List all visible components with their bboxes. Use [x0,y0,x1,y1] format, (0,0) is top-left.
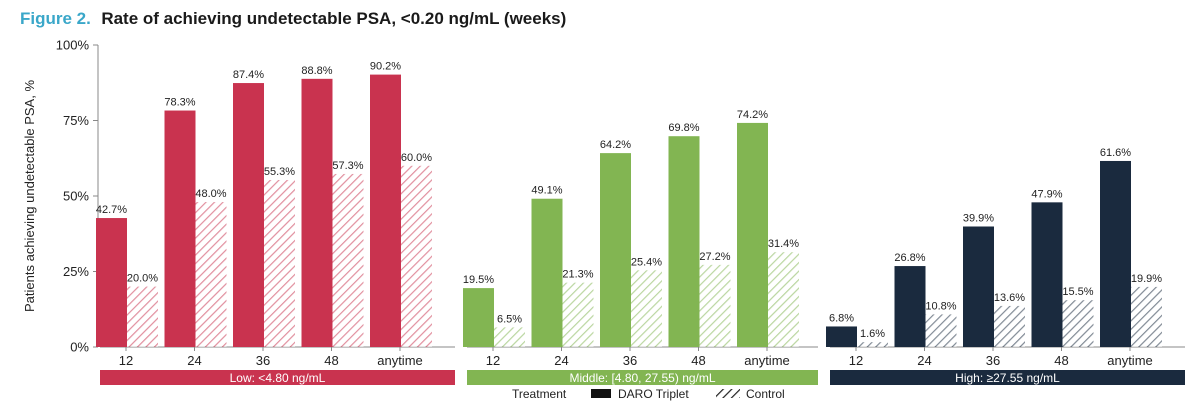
y-tick-label: 100% [56,38,90,53]
data-label-daro: 6.8% [829,312,854,324]
x-category-label: anytime [744,353,790,368]
bar-daro [600,153,631,347]
bar-daro [233,83,264,347]
legend: Treatment DARO Triplet Control [512,387,785,401]
data-label-control: 31.4% [768,238,799,250]
x-category-label: anytime [377,353,423,368]
data-label-control: 15.5% [1062,286,1093,298]
group-band [467,370,818,385]
bar-daro [826,326,857,347]
bar-daro [894,266,926,347]
bar-daro [737,122,768,347]
data-label-daro: 39.9% [963,213,994,225]
figure-title: Figure 2. Rate of achieving undetectable… [20,9,566,28]
data-label-control: 60.0% [401,152,432,164]
x-category-label: 48 [1054,353,1068,368]
figure-prefix: Figure 2. [20,9,91,28]
data-label-control: 48.0% [195,188,226,200]
data-label-control: 19.9% [1131,273,1162,285]
data-label-daro: 64.2% [600,139,631,151]
data-label-control: 13.6% [994,292,1025,304]
bar-daro [463,288,494,347]
bar-control [699,264,731,347]
y-tick-label: 75% [63,113,89,128]
data-label-control: 10.8% [925,300,956,312]
legend-title: Treatment [512,387,567,401]
legend-item-daro: DARO Triplet [618,387,689,401]
bar-control [857,342,888,347]
x-category-label: 24 [554,353,568,368]
data-label-daro: 78.3% [164,97,195,109]
legend-item-control: Control [746,387,785,401]
bar-daro [164,110,196,347]
bar-daro [1031,202,1063,347]
x-category-label: 12 [849,353,863,368]
data-label-control: 20.0% [127,273,158,285]
bar-control [127,286,158,347]
legend-swatch-control [716,389,740,398]
x-category-label: 12 [486,353,500,368]
data-label-daro: 69.8% [668,122,699,134]
x-category-label: anytime [1107,353,1153,368]
data-label-daro: 19.5% [463,274,494,286]
bar-daro [301,78,333,347]
bar-daro [1100,160,1131,347]
data-label-control: 1.6% [860,328,885,340]
data-label-daro: 90.2% [370,61,401,73]
data-label-daro: 87.4% [233,69,264,81]
bar-daro [668,136,700,347]
bar-control [401,165,432,347]
data-label-daro: 49.1% [531,185,562,197]
bar-control [1062,300,1094,347]
x-category-label: 36 [623,353,637,368]
data-label-daro: 88.8% [301,65,332,77]
data-label-daro: 42.7% [96,204,127,216]
group-band-label: High: ≥27.55 ng/mL [955,371,1060,385]
group-band-label: Middle: [4.80, 27.55) ng/mL [569,371,715,385]
bar-control [562,282,594,347]
bar-control [332,173,364,347]
bar-daro [96,218,127,347]
bar-control [631,270,662,347]
bar-control [994,305,1025,347]
bar-control [494,327,525,347]
bar-control [768,252,799,347]
y-tick-label: 25% [63,264,89,279]
data-label-control: 55.3% [264,166,295,178]
data-label-daro: 47.9% [1031,188,1062,200]
data-label-control: 57.3% [332,160,363,172]
x-category-label: 24 [187,353,201,368]
x-category-label: 36 [256,353,270,368]
x-category-label: 48 [691,353,705,368]
bar-control [195,202,227,347]
data-label-control: 6.5% [497,313,522,325]
group-band [830,370,1185,385]
x-category-label: 24 [917,353,931,368]
bar-daro [963,226,994,347]
data-label-control: 21.3% [562,269,593,281]
bar-control [264,179,295,347]
data-label-daro: 26.8% [894,252,925,264]
figure-title-text: Rate of achieving undetectable PSA, <0.2… [101,9,566,28]
x-category-label: 12 [119,353,133,368]
x-category-label: 48 [324,353,338,368]
plot-area: 0% 25% 50% 75% 100% Patients achieving undete… [22,38,1185,385]
bar-control [1131,286,1162,347]
bar-daro [531,198,563,347]
data-label-daro: 74.2% [737,109,768,121]
group-band [100,370,455,385]
data-label-control: 27.2% [699,251,730,263]
data-label-control: 25.4% [631,256,662,268]
bar-daro [370,74,401,347]
legend-swatch-daro [591,389,611,398]
bar-control [925,314,957,347]
y-tick-label: 0% [70,340,89,355]
x-category-label: 36 [986,353,1000,368]
data-label-daro: 61.6% [1100,147,1131,159]
group-band-label: Low: <4.80 ng/mL [230,371,326,385]
y-tick-label: 50% [63,189,89,204]
y-axis-label: Patients achieving undetectable PSA, % [22,80,37,312]
